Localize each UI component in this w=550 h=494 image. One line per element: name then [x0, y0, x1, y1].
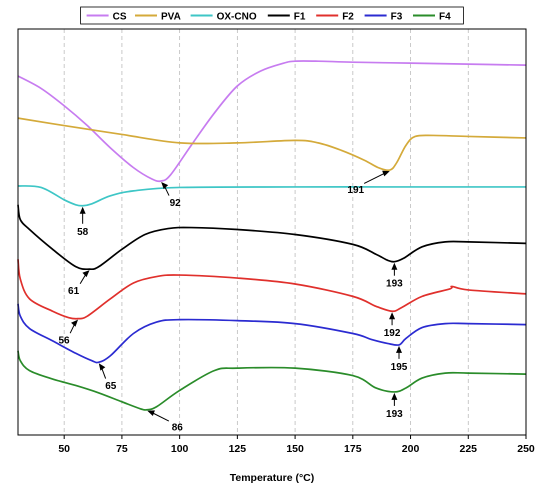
legend-entry: F3 [391, 12, 403, 23]
annotation-label: 92 [170, 198, 182, 209]
x-tick-label: 125 [229, 443, 247, 455]
series-line-f3 [17, 303, 527, 364]
annotation-label: 56 [58, 336, 70, 347]
annotations: 92 191 58 193 61 192 56 195 65 193 86 [58, 170, 408, 434]
series-line-f4 [17, 350, 527, 411]
x-tick-label: 100 [171, 443, 189, 455]
annotation-label: 192 [384, 328, 401, 339]
x-axis-ticks: 50 75 100 125 150 175 200 225 250 [58, 435, 535, 455]
plot-frame [17, 28, 527, 436]
legend-entry: F4 [439, 12, 451, 23]
x-axis-label: Temperature (°C) [230, 472, 315, 484]
annotation-label: 193 [386, 409, 403, 420]
legend-entry: CS [113, 12, 127, 23]
x-tick-label: 75 [116, 443, 128, 455]
annotation-label: 191 [347, 185, 364, 196]
series-line-f2 [17, 259, 527, 320]
series-line-cs [17, 60, 527, 183]
legend-entry: OX-CNO [217, 12, 257, 23]
annotation-label: 58 [77, 227, 89, 238]
legend-entry: F1 [294, 12, 306, 23]
annotation-arrowhead [71, 319, 79, 327]
legend-entry: F2 [342, 12, 354, 23]
annotation-label: 61 [68, 286, 80, 297]
annotation-arrowhead [382, 170, 390, 177]
series-line-f1 [17, 204, 527, 271]
annotation-label: 65 [105, 381, 117, 392]
x-tick-label: 150 [286, 443, 304, 455]
x-tick-label: 225 [460, 443, 478, 455]
annotation-label: 86 [172, 423, 184, 434]
annotation-arrowhead [389, 312, 396, 320]
annotation-arrow [150, 411, 170, 422]
annotation-arrowhead [391, 392, 398, 400]
annotation-label: 193 [386, 279, 403, 290]
annotation-arrowhead [391, 262, 398, 270]
annotation-arrowhead [82, 270, 90, 278]
annotation-arrowhead [161, 182, 169, 190]
legend-entry: PVA [161, 12, 181, 23]
annotation-arrow [363, 172, 387, 184]
annotation-arrowhead [98, 363, 106, 371]
annotation-arrowhead [396, 345, 402, 353]
x-tick-label: 175 [344, 443, 362, 455]
x-tick-label: 50 [58, 443, 70, 455]
annotation-arrowhead [147, 410, 155, 416]
legend: CS PVA OX-CNO F1 F2 F3 F4 [80, 6, 464, 25]
x-tick-label: 200 [402, 443, 420, 455]
series-lines [17, 60, 527, 411]
x-tick-label: 250 [517, 443, 535, 455]
series-line-pva [17, 117, 527, 172]
annotation-arrowhead [79, 206, 86, 214]
annotation-label: 195 [391, 362, 408, 373]
series-line-ox-cno [17, 185, 526, 207]
